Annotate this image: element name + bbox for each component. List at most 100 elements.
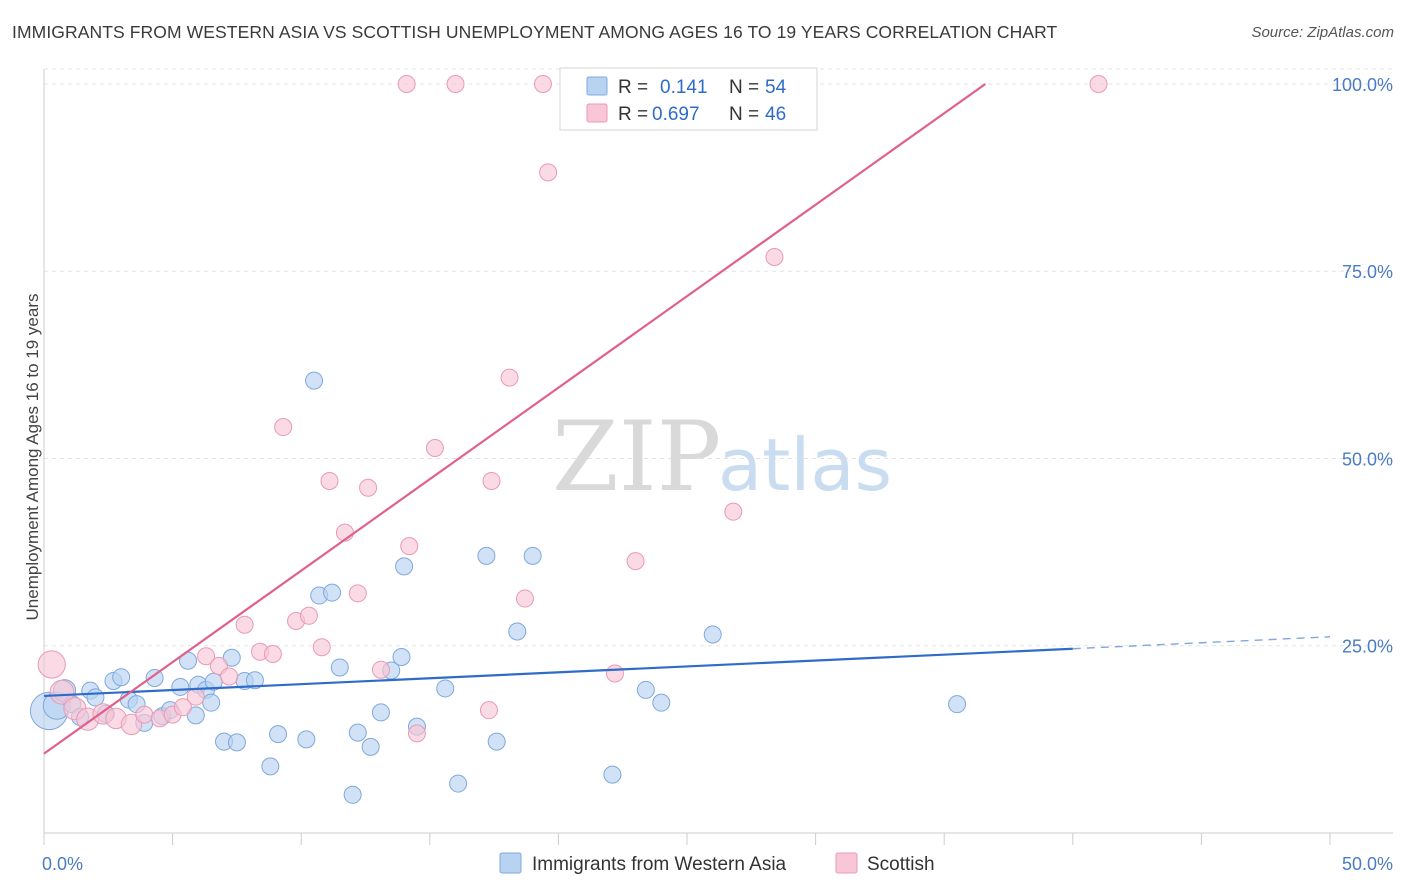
series-legend-swatch-blue — [499, 852, 522, 874]
pink-point — [539, 163, 558, 182]
blue-point — [343, 785, 362, 804]
x-tick-label-min: 0.0% — [42, 854, 83, 874]
pink-point — [274, 418, 293, 437]
blue-trend-line — [43, 647, 1073, 698]
points-layer — [29, 74, 1108, 804]
pink-point — [173, 698, 192, 717]
x-tick-label-max: 50.0% — [1342, 854, 1393, 874]
y-tick-label: 100.0% — [1332, 75, 1393, 95]
pink-point — [407, 724, 426, 743]
legend-r-label-1: R = — [618, 77, 648, 98]
blue-point — [477, 546, 496, 565]
blue-point — [703, 625, 722, 644]
blue-point — [171, 677, 190, 696]
pink-point — [235, 615, 254, 634]
pink-point — [49, 679, 75, 705]
pink-point — [220, 667, 239, 686]
pink-point — [765, 248, 784, 267]
pink-point — [263, 644, 282, 663]
y-axis-title: Unemployment Among Ages 16 to 19 years — [23, 294, 42, 621]
legend-swatch-blue — [586, 76, 608, 96]
pink-point — [37, 650, 66, 679]
blue-point — [449, 774, 468, 793]
pink-point — [348, 584, 367, 603]
pink-point — [515, 589, 534, 608]
pink-point — [299, 606, 318, 625]
blue-point — [323, 583, 342, 602]
pink-point — [197, 647, 216, 666]
y-tick-labels: 25.0% 50.0% 75.0% 100.0% — [1332, 75, 1393, 657]
axis-layer — [43, 69, 1393, 845]
pink-point — [400, 537, 419, 556]
blue-point — [636, 680, 655, 699]
blue-point — [436, 679, 455, 698]
legend-n-value-1: 54 — [765, 77, 787, 98]
legend-r-value-1: 0.141 — [660, 77, 708, 98]
watermark-atlas: atlas — [718, 423, 892, 507]
watermark: ZIP atlas — [552, 401, 892, 513]
pink-point — [482, 471, 501, 490]
pink-point — [397, 74, 416, 93]
blue-point — [145, 668, 164, 687]
blue-point — [202, 693, 221, 712]
legend-r-label-2: R = — [618, 104, 648, 125]
series-legend: Immigrants from Western Asia Scottish — [499, 852, 935, 875]
pink-trend-line — [43, 83, 986, 755]
series-legend-label-pink: Scottish — [867, 854, 935, 875]
blue-point — [652, 693, 671, 712]
blue-point — [305, 371, 324, 390]
pink-point — [120, 713, 143, 736]
pink-point — [605, 664, 624, 683]
series-legend-label-blue: Immigrants from Western Asia — [532, 854, 787, 875]
series-legend-swatch-pink — [835, 852, 858, 874]
legend-swatch-pink — [586, 103, 608, 123]
blue-point — [508, 622, 527, 641]
correlation-legend: R = 0.141 N = 54 R = 0.697 N = 46 — [559, 67, 818, 131]
blue-point — [348, 723, 367, 742]
blue-point — [523, 546, 542, 565]
grid-layer — [44, 68, 1393, 647]
pink-point — [359, 478, 378, 497]
y-tick-label: 25.0% — [1342, 637, 1393, 657]
pink-point — [425, 439, 444, 458]
blue-point — [186, 706, 205, 725]
legend-n-value-2: 46 — [765, 104, 786, 125]
blue-point — [361, 737, 380, 756]
watermark-zip: ZIP — [552, 401, 721, 513]
pink-point — [1089, 74, 1108, 93]
y-tick-label: 75.0% — [1342, 262, 1393, 282]
chart-title: IMMIGRANTS FROM WESTERN ASIA VS SCOTTISH… — [12, 22, 1058, 42]
pink-point — [371, 660, 390, 679]
pink-point — [135, 705, 154, 724]
blue-point — [330, 658, 349, 677]
legend-r-value-2: 0.697 — [652, 104, 700, 125]
blue-point — [297, 730, 316, 749]
source-label: Source: ZipAtlas.com — [1251, 24, 1394, 41]
blue-point — [948, 695, 967, 714]
blue-point — [603, 765, 622, 784]
blue-point — [112, 668, 131, 687]
pink-point — [533, 74, 552, 93]
blue-point — [227, 733, 246, 752]
pink-point — [320, 471, 339, 490]
blue-trend-extension — [1072, 636, 1331, 650]
blue-point — [371, 703, 390, 722]
pink-point — [312, 638, 331, 657]
pink-point — [724, 502, 743, 521]
legend-n-label-2: N = — [729, 104, 759, 125]
pink-point — [446, 74, 465, 93]
blue-point — [395, 557, 414, 576]
pink-point — [626, 552, 645, 571]
blue-point — [222, 648, 241, 667]
pink-point — [186, 687, 205, 706]
trend-layer — [43, 83, 1331, 755]
blue-point — [487, 732, 506, 751]
legend-n-label-1: N = — [729, 77, 759, 98]
blue-point — [261, 757, 280, 776]
y-tick-label: 50.0% — [1342, 449, 1393, 469]
pink-point — [500, 368, 519, 387]
pink-point — [479, 701, 498, 720]
blue-point — [269, 725, 288, 744]
blue-point — [245, 671, 264, 690]
